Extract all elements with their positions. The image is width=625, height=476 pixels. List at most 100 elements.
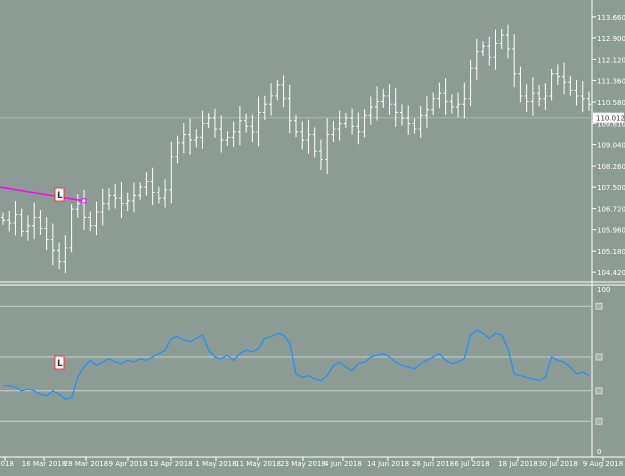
ohlc-bar xyxy=(318,139,323,170)
time-tick-label: 2018 xyxy=(0,460,14,468)
ohlc-bar xyxy=(300,121,305,150)
ohlc-bar xyxy=(325,118,330,174)
price-marker-box[interactable] xyxy=(54,187,65,202)
price-tick-label: 107.500 xyxy=(597,184,625,192)
ohlc-bar xyxy=(219,115,224,153)
ohlc-bar xyxy=(38,210,43,235)
time-tick-label: 18 Jul 2018 xyxy=(498,460,538,468)
ohlc-bar xyxy=(119,182,124,219)
ohlc-bar xyxy=(225,131,230,146)
ohlc-bar xyxy=(138,182,143,200)
time-tick-label: 11 May 2018 xyxy=(235,460,281,468)
ohlc-bar xyxy=(393,88,398,127)
ohlc-bar xyxy=(468,60,473,107)
time-tick-label: 4 Jun 2018 xyxy=(324,460,362,468)
time-tick-label: 19 Apr 2018 xyxy=(149,460,192,468)
time-tick-label: 30 Jul 2018 xyxy=(538,460,578,468)
ohlc-bar xyxy=(188,118,193,155)
ohlc-bar xyxy=(456,92,461,118)
ohlc-bar xyxy=(7,210,12,232)
ohlc-bar xyxy=(350,108,355,135)
ohlc-bar xyxy=(25,215,30,241)
ohlc-bar xyxy=(281,75,286,108)
oscillator-pane: 100 0 L xyxy=(0,286,610,456)
ohlc-bar xyxy=(237,105,242,146)
ohlc-bar xyxy=(555,64,560,86)
ohlc-bar xyxy=(144,172,149,196)
ohlc-bar xyxy=(131,182,136,213)
ohlc-bar xyxy=(75,194,80,218)
price-tick-label: 109.040 xyxy=(597,142,625,150)
ohlc-bar xyxy=(106,188,111,211)
time-tick-label: 1 May 2018 xyxy=(195,460,236,468)
price-tick-label: 111.360 xyxy=(597,77,625,85)
ohlc-bar xyxy=(181,122,186,154)
ohlc-bar xyxy=(44,216,49,251)
ohlc-bar xyxy=(88,211,93,232)
ohlc-bar xyxy=(175,135,180,164)
osc-tick-label: 100 xyxy=(597,286,610,294)
ohlc-bar xyxy=(449,94,454,114)
current-price-label: 110.012 xyxy=(596,115,625,123)
ohlc-bar xyxy=(587,91,591,111)
ohlc-bar xyxy=(200,110,205,149)
ohlc-bar xyxy=(499,29,504,49)
price-tick-label: 108.260 xyxy=(597,163,625,171)
price-tick-label: 112.120 xyxy=(597,56,625,64)
osc-marker-label: L xyxy=(57,359,63,369)
ohlc-bar xyxy=(150,167,155,206)
osc-marker-box[interactable] xyxy=(54,355,65,370)
time-tick-label: 23 May 2018 xyxy=(280,460,326,468)
ohlc-bar xyxy=(493,29,498,70)
level-handle[interactable] xyxy=(595,417,603,425)
ohlc-bar xyxy=(568,76,573,96)
ohlc-bar xyxy=(231,121,236,147)
ohlc-bar xyxy=(256,96,261,147)
trendline[interactable] xyxy=(0,186,84,202)
level-handle[interactable] xyxy=(595,387,603,395)
ohlc-bar xyxy=(100,188,105,226)
ohlc-bar xyxy=(562,62,567,95)
ohlc-bar xyxy=(418,105,423,138)
ohlc-bar xyxy=(487,36,492,66)
ohlc-bar xyxy=(580,81,585,113)
time-tick-label: 14 Jun 2018 xyxy=(367,460,409,468)
ohlc-bar xyxy=(331,120,336,143)
ohlc-bar xyxy=(574,79,579,106)
ohlc-bar xyxy=(481,41,486,57)
ohlc-bar xyxy=(69,204,74,253)
ohlc-bar xyxy=(82,189,87,230)
ohlc-bar xyxy=(194,129,199,148)
ohlc-bar xyxy=(406,105,411,135)
ohlc-bar xyxy=(462,82,467,119)
ohlc-bar xyxy=(250,114,255,143)
price-tick-label: 109.810 xyxy=(597,120,625,128)
ohlc-bar xyxy=(294,114,298,138)
ohlc-bar xyxy=(125,192,130,212)
level-handle[interactable] xyxy=(595,353,603,361)
ohlc-bar xyxy=(57,242,62,270)
time-tick-label: 9 Apr 2018 xyxy=(109,460,148,468)
ohlc-bar xyxy=(1,212,5,225)
ohlc-bar xyxy=(50,223,55,266)
ohlc-bar xyxy=(524,84,529,112)
ohlc-bar xyxy=(287,84,292,134)
time-tick-label: 9 Aug 2018 xyxy=(583,460,623,468)
ohlc-bar xyxy=(443,78,448,115)
oscillator-line xyxy=(3,329,590,400)
price-tick-label: 113.660 xyxy=(597,14,625,22)
ohlc-bar xyxy=(375,86,380,121)
level-handle[interactable] xyxy=(595,302,603,310)
price-tick-label: 105.960 xyxy=(597,227,625,235)
ohlc-bar xyxy=(244,113,249,133)
trendline-handle[interactable] xyxy=(81,198,87,204)
ohlc-bar xyxy=(63,235,68,274)
ohlc-bar xyxy=(387,84,392,115)
ohlc-bar xyxy=(356,112,361,145)
time-tick-label: 6 Jul 2018 xyxy=(454,460,489,468)
ohlc-bar xyxy=(156,186,161,204)
price-marker-label: L xyxy=(57,191,63,201)
